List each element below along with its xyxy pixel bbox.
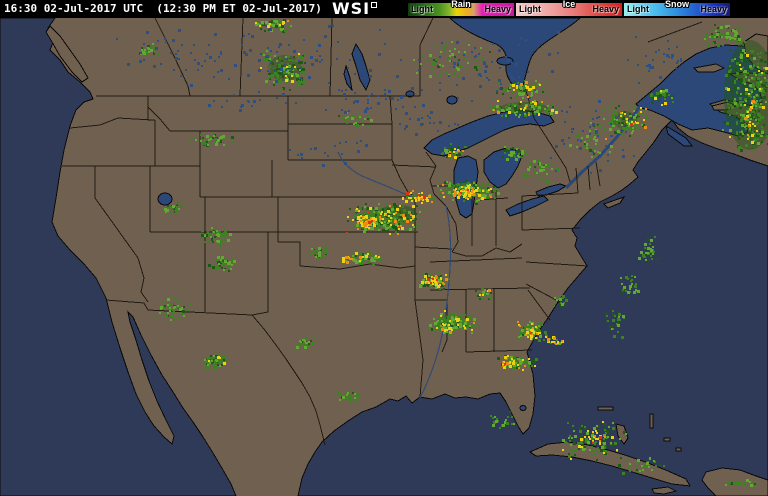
andros-island — [615, 423, 629, 445]
intensity-legend: Rain Light Heavy Ice Light Heavy Snow Light Heav… — [408, 0, 730, 16]
wsi-logo: WSI — [332, 0, 378, 18]
long-island — [603, 196, 626, 209]
radar-map — [0, 18, 768, 496]
anticosti-island — [692, 63, 726, 73]
legend-snow-heavy-label: Heavy — [700, 4, 727, 14]
title-bar: 16:30 02-Jul-2017 UTC (12:30 PM ET 02-Ju… — [0, 0, 768, 18]
lake-ontario — [535, 183, 568, 197]
wsi-logo-text: WSI — [332, 0, 371, 18]
echo-speckles-g_light — [140, 20, 767, 487]
lake-erie — [505, 195, 549, 217]
legend-rain-heavy-label: Heavy — [484, 4, 511, 14]
legend-snow-light-label: Light — [627, 4, 649, 14]
lake-nipigon — [446, 95, 458, 105]
bahama-cay-2 — [675, 447, 682, 452]
lake-manitoba — [343, 64, 353, 92]
lake-okeechobee — [519, 405, 527, 411]
legend-ice-title: Ice — [562, 0, 576, 9]
bahama-cay-1 — [663, 437, 671, 442]
missouri-river — [337, 151, 416, 200]
radar-map-svg — [0, 18, 768, 496]
legend-ice-heavy-label: Heavy — [592, 4, 619, 14]
legend-snow-title: Snow — [665, 0, 689, 9]
lake-near-james-bay — [496, 56, 514, 66]
political-borders — [62, 18, 703, 446]
great-salt-lake — [157, 192, 173, 206]
grand-bahama — [597, 406, 614, 411]
echo-speckles-lake_dot — [116, 25, 682, 174]
timestamp-text: 16:30 02-Jul-2017 UTC (12:30 PM ET 02-Ju… — [4, 2, 322, 15]
lake-winnipeg — [351, 42, 371, 92]
vancouver-island — [45, 25, 89, 83]
legend-ice-light-label: Light — [519, 4, 541, 14]
legend-rain-bar: Rain Light Heavy — [408, 0, 514, 16]
bay-of-fundy — [665, 124, 693, 147]
radar-echoes — [139, 19, 768, 487]
legend-rain-title: Rain — [451, 0, 471, 9]
jamaica — [651, 486, 678, 495]
legend-snow-bar: Snow Light Heavy — [624, 0, 730, 16]
pacific-ocean — [0, 18, 237, 496]
legend-ice-bar: Ice Light Heavy — [516, 0, 622, 16]
gulf-st-lawrence — [635, 44, 765, 137]
small-lakes-speckles — [116, 25, 682, 174]
legend-rain-light-label: Light — [411, 4, 433, 14]
wsi-logo-degree-mark — [371, 2, 378, 8]
eleuthera — [649, 413, 654, 429]
